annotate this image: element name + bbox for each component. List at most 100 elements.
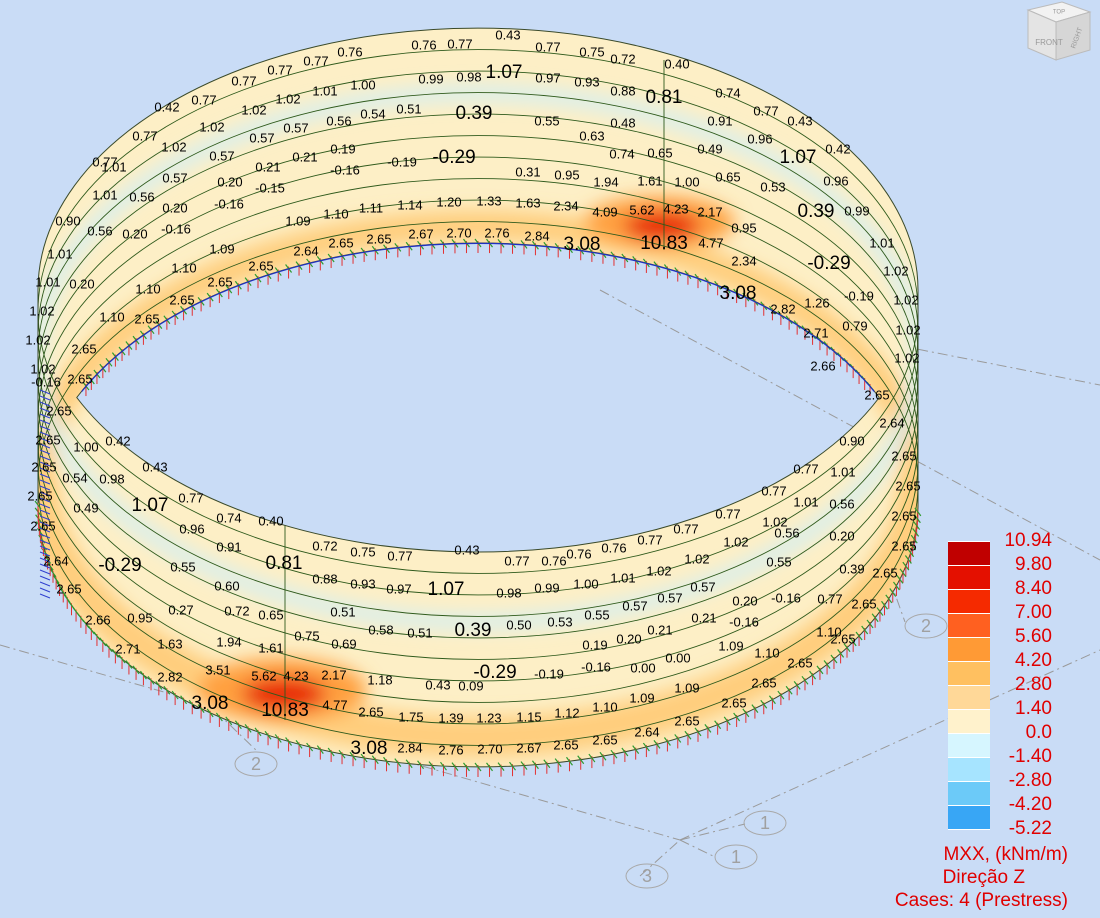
support-spring xyxy=(405,759,413,769)
view-cube[interactable]: TOP FRONT RIGHT xyxy=(1026,1,1092,61)
legend-swatch xyxy=(948,566,990,589)
support-spring xyxy=(777,690,785,700)
mesh-lines xyxy=(38,49,918,746)
contour-label: 0.55 xyxy=(534,113,559,128)
legend-swatch xyxy=(948,782,990,805)
contour-label: 0.43 xyxy=(142,459,167,474)
support-spring xyxy=(871,613,879,623)
contour-band xyxy=(38,474,918,757)
base-line xyxy=(81,242,875,392)
support-spring xyxy=(188,699,196,709)
grid-label: 2 xyxy=(921,616,931,636)
side-arrow xyxy=(39,443,51,449)
cube-right[interactable] xyxy=(1055,11,1091,61)
contour-label: 0.95 xyxy=(127,610,152,625)
contour-label: 0.55 xyxy=(584,607,609,622)
contour-label: 0.43 xyxy=(454,542,479,557)
support-spring xyxy=(816,665,824,675)
contour-label: 2.82 xyxy=(770,301,795,316)
mesh-line xyxy=(38,49,918,312)
contour-band xyxy=(38,210,918,488)
contour-label: 1.01 xyxy=(793,494,818,509)
contour-label: 2.65 xyxy=(71,341,96,356)
contour-label: 2.65 xyxy=(366,231,391,246)
support-spring xyxy=(910,534,918,544)
contour-label: 0.81 xyxy=(646,87,683,108)
contour-label: 0.39 xyxy=(798,201,835,222)
contour-label: 0.96 xyxy=(179,521,204,536)
support-spring xyxy=(904,555,912,564)
support-spring xyxy=(520,761,528,770)
support-spring xyxy=(497,762,505,772)
support-spring xyxy=(876,607,884,616)
contour-label: 1.14 xyxy=(397,197,422,212)
contour-label: 2.65 xyxy=(851,596,876,611)
support-spring xyxy=(439,761,447,771)
legend-swatch xyxy=(948,806,990,829)
support-spring xyxy=(912,528,920,537)
grid-bubble xyxy=(714,844,758,870)
contour-label: 0.42 xyxy=(154,99,179,114)
support-spring xyxy=(704,724,712,733)
grid-label: 3 xyxy=(642,866,652,886)
contour-label: 2.67 xyxy=(408,226,433,241)
contour-label: 1.01 xyxy=(101,159,126,174)
contour-label: 0.77 xyxy=(92,154,117,169)
support-spring xyxy=(274,734,282,743)
contour-label: 0.00 xyxy=(665,650,690,665)
contour-label: -0.29 xyxy=(807,253,850,274)
mesh-line xyxy=(38,199,918,463)
support-spring xyxy=(383,756,390,766)
contour-label: 2.34 xyxy=(731,253,756,268)
contour-label: 1.15 xyxy=(516,709,541,724)
contour-label: 0.21 xyxy=(691,610,716,625)
contour-label: 2.65 xyxy=(787,655,812,670)
contour-label: 0.72 xyxy=(312,538,337,553)
contour-label: 1.20 xyxy=(436,194,461,209)
contour-label: 2.65 xyxy=(67,371,92,386)
contour-label: 0.77 xyxy=(504,553,529,568)
contour-label: 0.77 xyxy=(387,548,412,563)
support-spring xyxy=(163,685,171,695)
mesh-line xyxy=(38,70,918,334)
mesh-line xyxy=(38,397,918,660)
side-arrow xyxy=(39,515,51,521)
contour-label: 1.23 xyxy=(476,710,501,725)
contour-label: 1.10 xyxy=(592,699,617,714)
contour-label: 1.02 xyxy=(25,332,50,347)
support-spring xyxy=(56,581,64,591)
support-spring xyxy=(642,742,650,752)
support-spring xyxy=(349,751,357,761)
contour-label: 1.02 xyxy=(895,322,920,337)
contour-label: -0.16 xyxy=(214,196,244,211)
support-spring xyxy=(394,758,402,767)
contour-label: 0.76 xyxy=(541,553,566,568)
legend-cases: Cases: 4 (Prestress) xyxy=(895,890,1068,911)
grid-label-group: 1 1 2 2 3 xyxy=(234,613,948,889)
side-arrow xyxy=(39,587,51,593)
contour-label: 0.53 xyxy=(547,614,572,629)
contour-label: 2.65 xyxy=(35,432,60,447)
contour-label: 1.02 xyxy=(893,292,918,307)
contour-label: 1.01 xyxy=(869,235,894,250)
support-spring xyxy=(881,600,888,610)
supports xyxy=(34,238,922,777)
support-spring xyxy=(889,588,897,597)
contour-label: 0.57 xyxy=(283,120,308,135)
support-spring xyxy=(306,742,314,752)
contour-label: 4.23 xyxy=(663,201,688,216)
contour-label: 1.10 xyxy=(323,206,348,221)
contour-label: 0.75 xyxy=(350,544,375,559)
contour-label: 0.56 xyxy=(87,223,112,238)
contour-label: 0.19 xyxy=(582,637,607,652)
contour-label: 2.65 xyxy=(134,311,159,326)
contour-label: 0.96 xyxy=(823,173,848,188)
support-spring xyxy=(830,654,838,664)
grid-label: 2 xyxy=(251,754,261,774)
contour-label: 0.93 xyxy=(350,576,375,591)
legend: MXX, (kNm/m) Direção Z Cases: 4 (Prestre… xyxy=(895,530,1068,911)
contour-label: 0.57 xyxy=(690,579,715,594)
contour-label: 0.21 xyxy=(292,149,317,164)
support-spring xyxy=(451,762,459,772)
contour-label: 0.43 xyxy=(425,677,450,692)
